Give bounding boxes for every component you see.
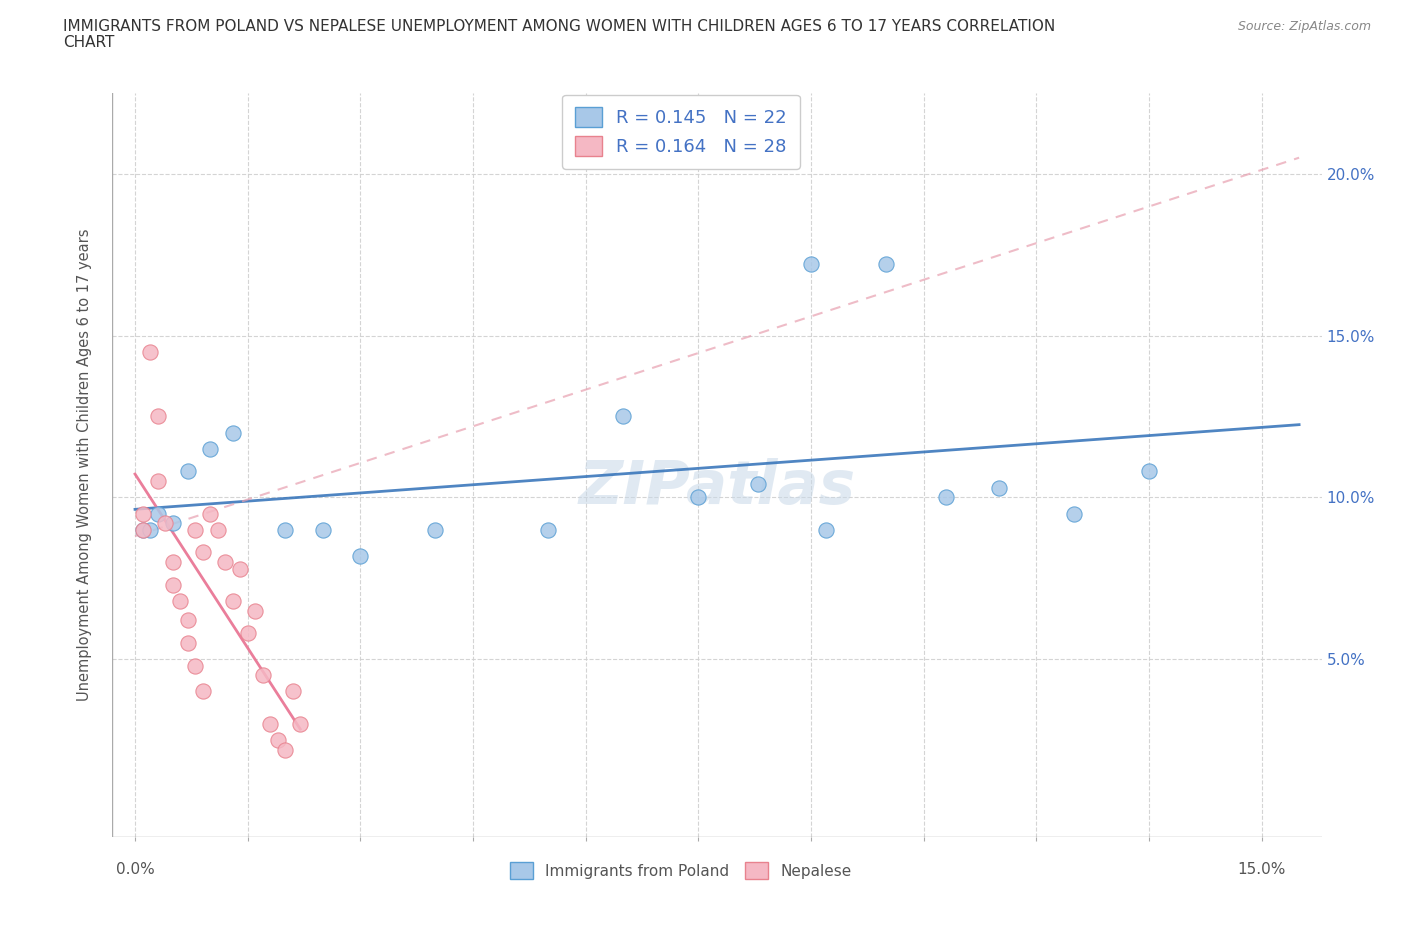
Point	[146, 506, 169, 521]
Point	[146, 409, 169, 424]
Point	[281, 684, 304, 698]
Point	[252, 668, 274, 683]
Point	[290, 716, 312, 731]
Point	[987, 480, 1010, 495]
Text: ZIPatlas: ZIPatlas	[578, 458, 856, 517]
Point	[236, 626, 259, 641]
Text: 0.0%: 0.0%	[115, 862, 155, 877]
Point	[425, 523, 447, 538]
Text: IMMIGRANTS FROM POLAND VS NEPALESE UNEMPLOYMENT AMONG WOMEN WITH CHILDREN AGES 6: IMMIGRANTS FROM POLAND VS NEPALESE UNEMP…	[63, 19, 1056, 33]
Point	[259, 716, 281, 731]
Point	[935, 490, 957, 505]
Legend: Immigrants from Poland, Nepalese: Immigrants from Poland, Nepalese	[505, 857, 858, 885]
Point	[875, 257, 897, 272]
Point	[169, 593, 191, 608]
Point	[688, 490, 710, 505]
Point	[198, 442, 221, 457]
Point	[184, 523, 207, 538]
Point	[229, 561, 252, 576]
Point	[537, 523, 560, 538]
Point	[747, 477, 769, 492]
Point	[198, 506, 221, 521]
Point	[214, 554, 236, 569]
Point	[312, 523, 335, 538]
Point	[612, 409, 634, 424]
Point	[191, 545, 214, 560]
Point	[267, 733, 290, 748]
Point	[207, 523, 229, 538]
Point	[191, 684, 214, 698]
Point	[139, 523, 162, 538]
Point	[131, 523, 153, 538]
Text: Source: ZipAtlas.com: Source: ZipAtlas.com	[1237, 20, 1371, 33]
Point	[176, 613, 198, 628]
Point	[221, 425, 243, 440]
Point	[153, 516, 176, 531]
Point	[221, 593, 243, 608]
Point	[274, 523, 297, 538]
Point	[800, 257, 823, 272]
Point	[1063, 506, 1085, 521]
Point	[162, 578, 184, 592]
Text: 15.0%: 15.0%	[1237, 862, 1285, 877]
Point	[176, 464, 198, 479]
Point	[162, 516, 184, 531]
Point	[146, 473, 169, 488]
Point	[176, 635, 198, 650]
Text: CHART: CHART	[63, 35, 115, 50]
Point	[814, 523, 837, 538]
Point	[162, 554, 184, 569]
Point	[184, 658, 207, 673]
Point	[139, 344, 162, 359]
Point	[131, 523, 153, 538]
Point	[1137, 464, 1160, 479]
Y-axis label: Unemployment Among Women with Children Ages 6 to 17 years: Unemployment Among Women with Children A…	[77, 229, 93, 701]
Point	[349, 548, 371, 563]
Point	[243, 604, 266, 618]
Point	[131, 506, 153, 521]
Point	[274, 742, 297, 757]
